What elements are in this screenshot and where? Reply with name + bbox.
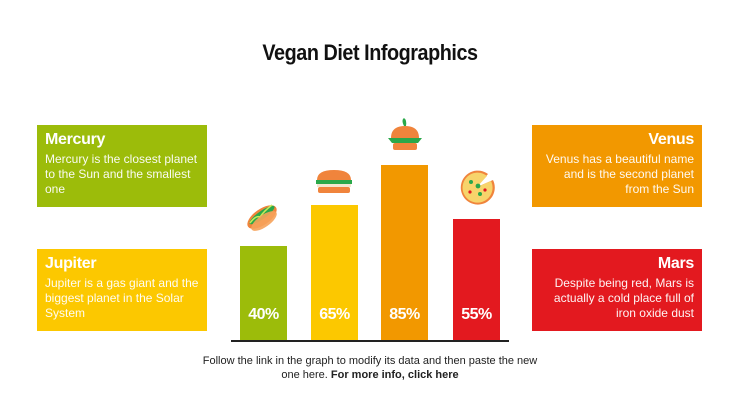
card-mercury: Mercury Mercury is the closest planet to…: [37, 125, 207, 207]
bar-value: 55%: [461, 306, 492, 323]
card-mars: Mars Despite being red, Mars is actually…: [532, 249, 702, 331]
card-text: Despite being red, Mars is actually a co…: [553, 276, 694, 320]
card-venus: Venus Venus has a beautiful name and is …: [532, 125, 702, 207]
page-title: Vegan Diet Infographics: [262, 40, 478, 65]
bar-mars: 55%: [453, 219, 500, 340]
bar-value: 65%: [319, 306, 350, 323]
burger-icon: [388, 118, 422, 150]
card-text: Venus has a beautiful name and is the se…: [545, 152, 694, 196]
hotdog-icon: [247, 204, 277, 231]
card-title: Mars: [657, 255, 694, 272]
card-text: Jupiter is a gas giant and the biggest p…: [45, 276, 199, 320]
bar-venus: 85%: [381, 165, 428, 340]
card-title: Mercury: [45, 131, 106, 148]
bar-value: 40%: [248, 306, 279, 323]
card-jupiter: Jupiter Jupiter is a gas giant and the b…: [37, 249, 207, 331]
more-info-link[interactable]: For more info, click here: [330, 369, 459, 381]
card-title: Venus: [648, 131, 694, 148]
sandwich-icon: [316, 170, 352, 193]
footnote-text: Follow the link in the graph to modify i…: [202, 355, 538, 381]
bar-value: 85%: [389, 306, 420, 323]
footnote: Follow the link in the graph to modify i…: [200, 354, 540, 382]
card-text: Mercury is the closest planet to the Sun…: [45, 152, 198, 196]
bar-mercury: 40%: [240, 246, 287, 340]
pizza-icon: [460, 170, 495, 205]
x-axis-line: [231, 340, 509, 342]
bar-jupiter: 65%: [311, 205, 358, 340]
card-title: Jupiter: [45, 255, 97, 272]
